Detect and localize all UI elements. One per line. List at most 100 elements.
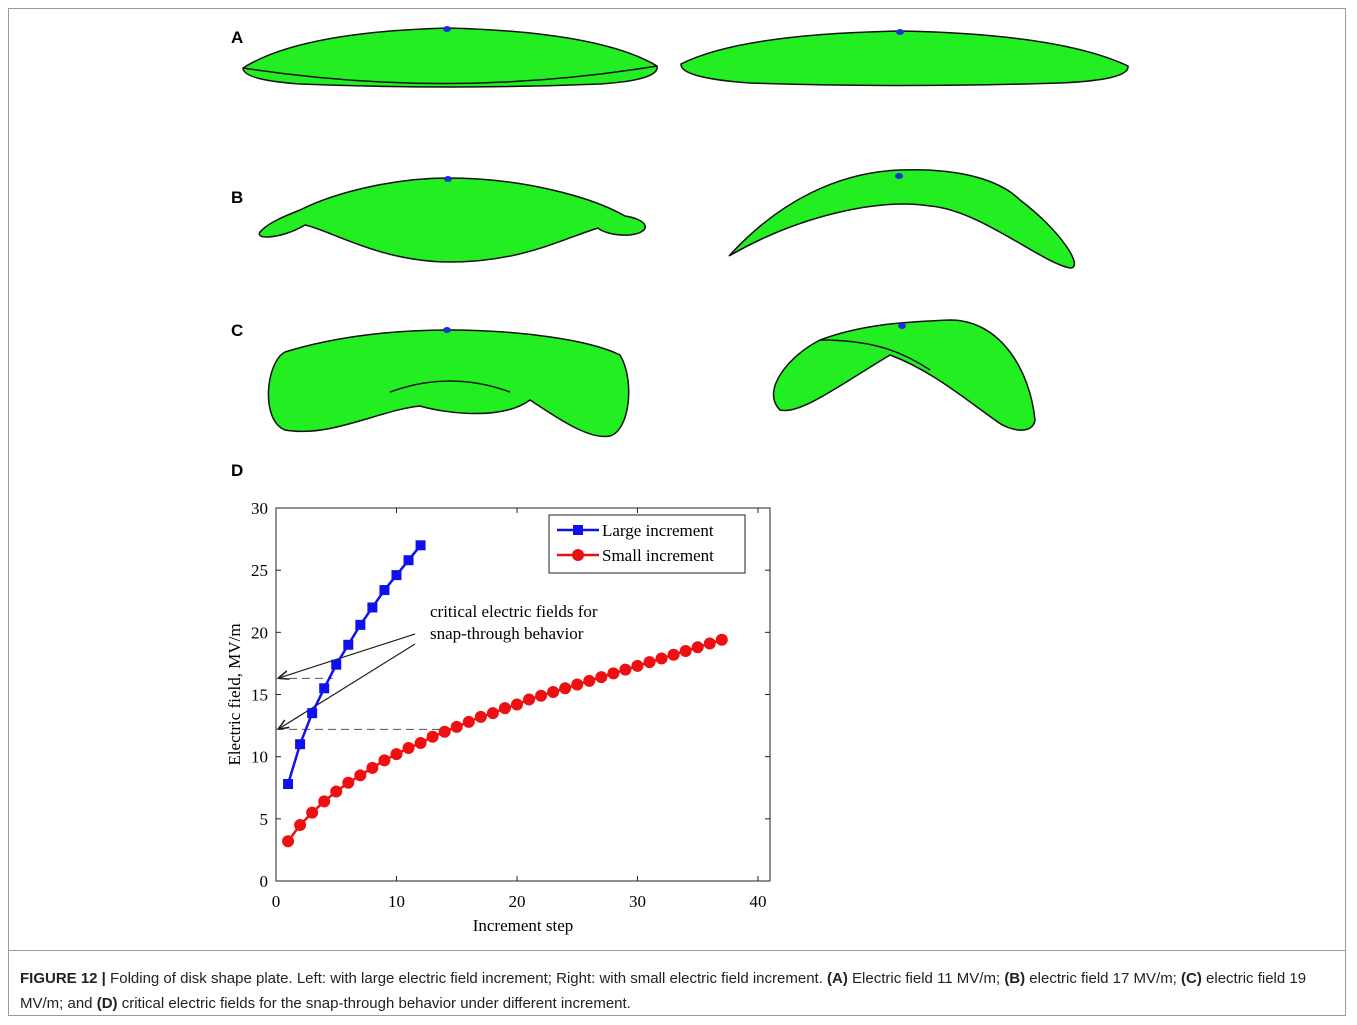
dot	[895, 173, 903, 179]
data-point	[379, 585, 390, 596]
data-point	[607, 667, 620, 680]
data-point	[559, 682, 572, 695]
edge	[819, 339, 931, 371]
panel-label: A	[231, 28, 243, 47]
y-tick-label: 25	[251, 561, 268, 580]
caption-text: (C)	[1181, 970, 1202, 987]
panel-label: B	[231, 188, 243, 207]
data-point	[571, 678, 584, 691]
data-point	[294, 819, 307, 832]
data-point	[331, 659, 342, 670]
data-point	[318, 795, 331, 808]
data-point	[510, 698, 523, 711]
caption-text: FIGURE 12 |	[20, 970, 106, 987]
caption-text: Electric field 11 MV/m;	[847, 970, 1005, 987]
data-point	[703, 637, 716, 650]
figure: A B C D 0 10 20 30 40 0 5 10 15 20 25 30 Increment s…	[225, 26, 1129, 935]
separator	[8, 950, 1346, 951]
data-point	[307, 708, 318, 719]
data-point	[535, 689, 548, 702]
panel-label: D	[231, 461, 243, 480]
legend-box	[548, 514, 746, 574]
plate-shapes	[242, 27, 1129, 438]
data-point	[643, 656, 656, 669]
chart-d: 0 10 20 30 40 0 5 10 15 20 25 30 Increment step Elect…	[225, 499, 771, 935]
legend-marker	[573, 525, 583, 535]
edge	[389, 380, 511, 393]
data-point	[486, 707, 499, 720]
plate-c-left	[267, 329, 630, 438]
data-point	[367, 602, 378, 613]
data-point	[691, 641, 704, 654]
x-tick-label: 10	[388, 892, 405, 911]
x-axis-label: Increment step	[473, 916, 574, 935]
plate-edges	[242, 65, 931, 393]
plate-b-right	[728, 169, 1076, 269]
data-point	[366, 761, 379, 774]
dot	[443, 26, 451, 32]
x-tick-label: 0	[272, 892, 281, 911]
annotation-arrow	[278, 643, 416, 729]
data-point	[655, 652, 668, 665]
dot	[443, 327, 451, 333]
panel-label: C	[231, 321, 243, 340]
plate-a-left	[242, 27, 658, 88]
y-tick-label: 15	[251, 686, 268, 705]
caption-text: (B)	[1004, 970, 1026, 987]
data-point	[450, 720, 463, 733]
y-tick-label: 0	[260, 872, 269, 891]
data-point	[523, 693, 536, 706]
data-point	[595, 671, 608, 684]
y-tick-label: 5	[260, 810, 269, 829]
data-point	[547, 686, 560, 699]
caption-text: electric field 19 MV/m; and	[20, 970, 1307, 1012]
caption-text: (A)	[827, 970, 848, 987]
data-point	[391, 570, 402, 581]
plate-a-right	[680, 30, 1129, 87]
blue-dots	[443, 26, 906, 333]
data-point	[354, 769, 367, 782]
caption: FIGURE 12 | Folding of disk shape plate.…	[20, 966, 1340, 1016]
caption-text: (D)	[96, 995, 118, 1012]
annotation: snap-through behavior	[430, 624, 584, 643]
data-point	[319, 683, 330, 694]
data-point	[426, 730, 439, 743]
legend-label: Small increment	[602, 546, 714, 565]
caption-text: Folding of disk shape plate. Left: with …	[105, 970, 828, 987]
data-point	[414, 736, 427, 749]
data-point	[619, 663, 632, 676]
y-tick-label: 20	[251, 623, 268, 642]
data-point	[403, 555, 414, 566]
data-point	[282, 835, 295, 848]
x-tick-label: 20	[508, 892, 525, 911]
data-point	[715, 633, 728, 646]
x-tick-label: 30	[629, 892, 646, 911]
data-point	[583, 674, 596, 687]
data-point	[462, 715, 475, 728]
caption-text: electric field 17 MV/m;	[1025, 970, 1182, 987]
figure-frame	[8, 8, 1346, 1016]
data-point	[631, 659, 644, 672]
caption-text: critical electric fields for the snap-th…	[117, 995, 631, 1012]
dot	[896, 29, 904, 35]
legend-marker	[572, 549, 584, 561]
plate-b-left	[258, 177, 646, 263]
data-point	[306, 806, 319, 819]
y-axis-label: Electric field, MV/m	[225, 623, 244, 765]
dot	[898, 323, 906, 329]
data-point	[390, 748, 403, 761]
y-tick-label: 30	[251, 499, 268, 518]
data-point	[295, 739, 306, 750]
data-point	[667, 648, 680, 661]
annotation-arrow	[278, 633, 416, 678]
data-point	[679, 644, 692, 657]
data-point	[343, 639, 354, 650]
y-tick-label: 10	[251, 748, 268, 767]
data-point	[438, 725, 451, 738]
edge	[242, 65, 658, 85]
data-point	[474, 710, 487, 723]
data-point	[330, 785, 343, 798]
x-tick-label: 40	[749, 892, 766, 911]
annotation: critical electric fields for	[430, 602, 598, 621]
